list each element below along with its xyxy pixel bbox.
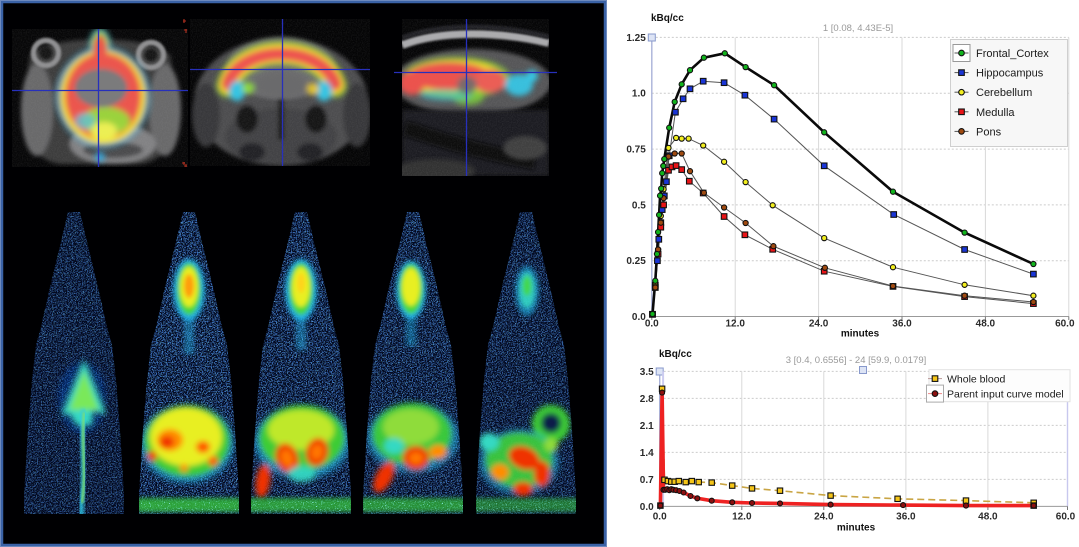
svg-text:0.5: 0.5	[632, 200, 646, 211]
svg-text:kBq/cc: kBq/cc	[651, 13, 684, 24]
svg-text:36.0: 36.0	[896, 512, 916, 523]
svg-text:1.25: 1.25	[626, 33, 646, 44]
svg-text:0.75: 0.75	[626, 145, 646, 156]
svg-text:0.0: 0.0	[640, 502, 654, 513]
svg-text:12.0: 12.0	[732, 512, 752, 523]
svg-text:0.25: 0.25	[626, 256, 646, 267]
svg-text:kBq/cc: kBq/cc	[659, 349, 692, 360]
svg-text:0.7: 0.7	[640, 475, 654, 486]
svg-text:1.0: 1.0	[632, 89, 646, 100]
svg-text:48.0: 48.0	[978, 512, 998, 523]
svg-text:2.1: 2.1	[640, 421, 654, 432]
svg-text:0.0: 0.0	[632, 312, 646, 323]
svg-text:minutes: minutes	[841, 329, 880, 340]
svg-text:Cerebellum: Cerebellum	[976, 87, 1032, 99]
svg-text:60.0: 60.0	[1055, 319, 1075, 330]
svg-text:12.0: 12.0	[725, 319, 745, 330]
svg-text:36.0: 36.0	[892, 319, 912, 330]
svg-text:minutes: minutes	[837, 523, 876, 534]
svg-text:Hippocampus: Hippocampus	[976, 68, 1044, 80]
svg-text:3.5: 3.5	[640, 367, 654, 378]
svg-text:Parent input curve model: Parent input curve model	[947, 388, 1064, 400]
svg-text:2.8: 2.8	[640, 394, 654, 405]
svg-text:Whole blood: Whole blood	[947, 373, 1006, 385]
svg-text:3 [0.4, 0.6556] - 24 [59.9, 0.: 3 [0.4, 0.6556] - 24 [59.9, 0.0179]	[786, 355, 927, 366]
svg-text:Pons: Pons	[976, 126, 1002, 138]
svg-text:0.0: 0.0	[653, 512, 667, 523]
svg-text:24.0: 24.0	[809, 319, 829, 330]
svg-text:1 [0.08, 4.43E-5]: 1 [0.08, 4.43E-5]	[823, 23, 893, 34]
svg-text:24.0: 24.0	[814, 512, 834, 523]
svg-text:60.0: 60.0	[1056, 512, 1076, 523]
svg-text:Medulla: Medulla	[976, 107, 1015, 119]
svg-text:1.4: 1.4	[640, 448, 654, 459]
svg-text:48.0: 48.0	[976, 319, 996, 330]
svg-text:0.0: 0.0	[645, 319, 659, 330]
svg-text:Frontal_Cortex: Frontal_Cortex	[976, 48, 1049, 60]
